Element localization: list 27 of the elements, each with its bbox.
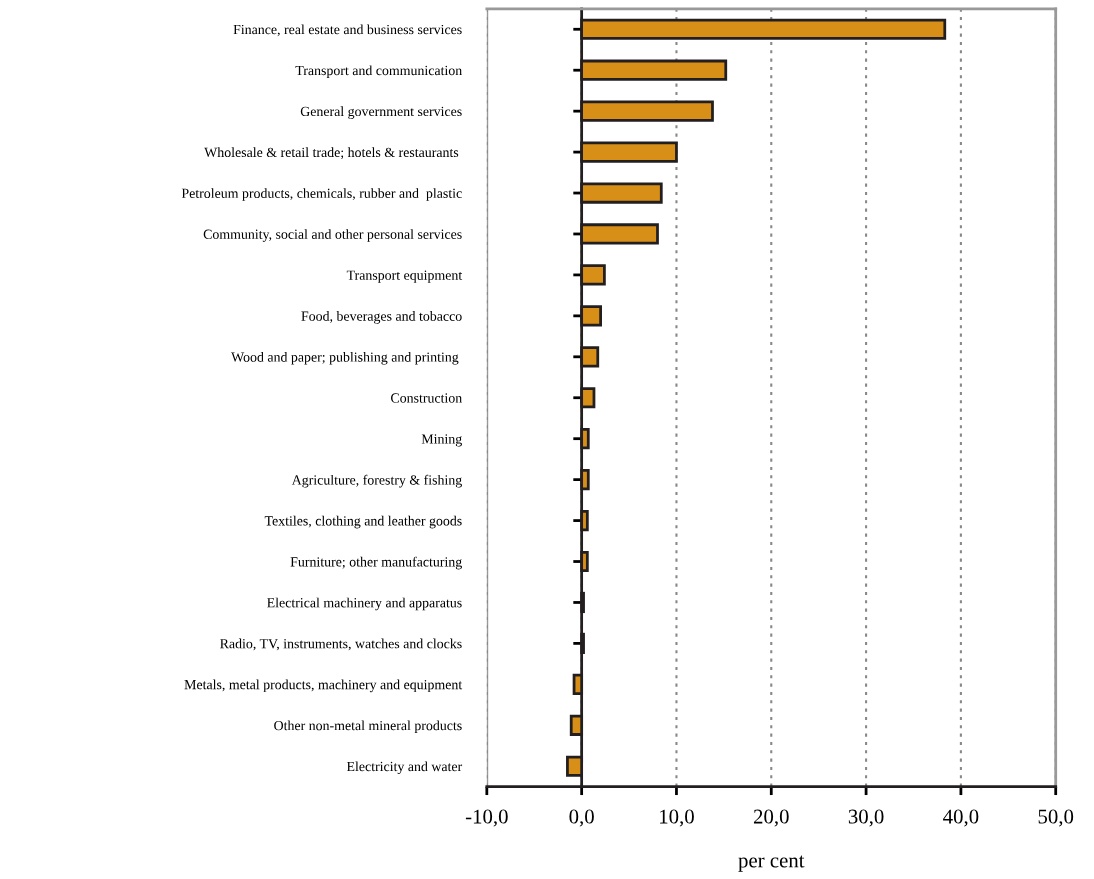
x-tick-label: 0,0 [569, 809, 594, 827]
y-tick-label: Wood and paper; publishing and printing [231, 351, 459, 365]
x-tick-label: -10,0 [465, 809, 508, 827]
y-tick-label: General government services [300, 106, 462, 119]
y-tick-label: Agriculture, forestry & fishing [291, 474, 462, 488]
y-tick-label: Community, social and other personal services [203, 229, 462, 242]
y-tick-label: Radio, TV, instruments, watches and clocks [220, 638, 462, 651]
x-tick-label: 20,0 [753, 809, 789, 827]
x-tick-label: 30,0 [848, 809, 884, 827]
y-tick-label: Wholesale & retail trade; hotels & restaurants [204, 147, 459, 160]
y-tick-label: Transport and communication [295, 65, 462, 78]
y-tick-label: Transport equipment [346, 270, 463, 283]
y-tick-label: Food, beverages and tobacco [301, 311, 462, 324]
y-tick-label: Finance, real estate and business services [233, 24, 462, 37]
y-tick-label: Metals, metal products, machinery and equipment [184, 679, 463, 693]
x-tick-label: 40,0 [943, 809, 979, 827]
x-axis-title: per cent [738, 855, 805, 872]
y-tick-label: Mining [421, 434, 462, 447]
x-tick-label: 50,0 [1038, 809, 1074, 827]
y-tick-label: Petroleum products, chemicals, rubber and plastic [181, 188, 462, 201]
y-tick-label: Electrical machinery and apparatus [267, 597, 462, 611]
y-tick-label: Furniture; other manufacturing [290, 556, 462, 570]
y-tick-label: Electricity and water [346, 761, 463, 775]
y-tick-label: Textiles, clothing and leather goods [264, 515, 462, 529]
x-tick-label: 10,0 [660, 809, 694, 827]
y-tick-label: Other non-metal mineral products [274, 720, 462, 734]
y-tick-label: Construction [391, 393, 462, 403]
